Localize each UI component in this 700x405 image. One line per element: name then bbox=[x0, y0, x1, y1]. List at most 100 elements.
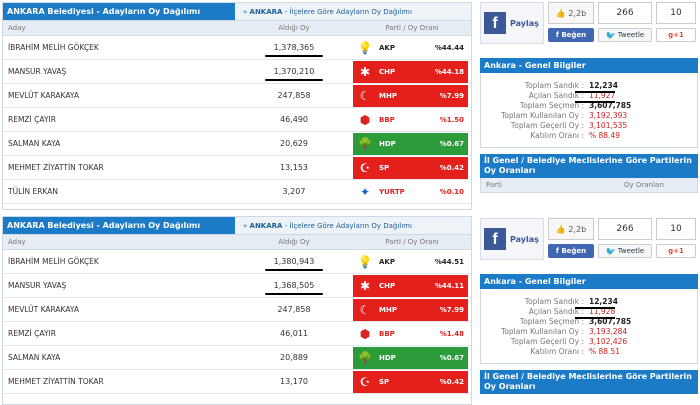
party-name: YURTP bbox=[379, 187, 405, 196]
results-panel-2: ANKARA Belediyesi - Adayların Oy Dağılım… bbox=[2, 216, 472, 405]
table-row: İBRAHİM MELİH GÖKÇEK 1,380,943 💡 AKP %44.51 bbox=[3, 250, 471, 274]
party-badge: ✱ CHP %44.11 bbox=[353, 274, 468, 297]
candidate-name: MEHMET ZİYATTİN TOKAR bbox=[8, 377, 104, 386]
tab-arrow: » bbox=[243, 222, 248, 230]
candidate-name: MANSUR YAVAŞ bbox=[8, 281, 67, 290]
info-list: Toplam Sandık : 12,234 Açılan Sandık : 11,9… bbox=[480, 73, 698, 148]
party-badge: ⬢ BBP %1.50 bbox=[353, 108, 468, 131]
info-row: Açılan Sandık : 11,927 bbox=[481, 91, 697, 101]
table-row: TÜLİN ERKAN 3,207 ✦ YURTP %0.10 bbox=[3, 180, 471, 204]
vote-count-value: 20,629 bbox=[280, 138, 308, 148]
info-value: 12,234 bbox=[587, 81, 697, 91]
tweet-label: Tweetle bbox=[617, 247, 645, 255]
tab-candidates[interactable]: ANKARA Belediyesi - Adayların Oy Dağılım… bbox=[3, 3, 235, 20]
gplus-button[interactable]: g +1 bbox=[656, 28, 696, 42]
crescent-star-icon: ☪ bbox=[359, 374, 371, 389]
facebook-share-button[interactable]: f Paylaş bbox=[480, 2, 544, 44]
info-value-text: % 88.51 bbox=[589, 347, 620, 356]
share-label: Paylaş bbox=[510, 234, 539, 244]
like-button[interactable]: f Beğen bbox=[548, 244, 594, 258]
party-cell: ✱ CHP %44.18 bbox=[353, 60, 468, 83]
table-row: SALMAN KAYA 20,629 🌳 HDP %0.67 bbox=[3, 132, 471, 156]
gplus-icon: g bbox=[668, 247, 674, 255]
party-percentage: %1.48 bbox=[439, 329, 464, 338]
info-value-text: 11,927 bbox=[589, 91, 616, 100]
candidate-name: MEHMET ZİYATTİN TOKAR bbox=[8, 163, 104, 172]
tree-icon: 🌳 bbox=[357, 350, 373, 365]
gplus-label: +1 bbox=[673, 247, 684, 255]
vote-count: 46,011 bbox=[235, 322, 353, 346]
annotation-underline bbox=[575, 101, 615, 103]
col-party: Parti / Oy Oranı bbox=[385, 238, 439, 246]
info-row: Toplam Geçerli Oy : 3,102,426 bbox=[481, 337, 697, 347]
info-row: Toplam Kullanılan Oy : 3,192,393 bbox=[481, 111, 697, 121]
table-row: MEHMET ZİYATTİN TOKAR 13,170 ☪ SP %0.42 bbox=[3, 370, 471, 394]
gplus-button[interactable]: g +1 bbox=[656, 244, 696, 258]
like-count-value: 2,2b bbox=[568, 224, 587, 234]
col-candidate: Aday bbox=[8, 238, 26, 246]
thumbs-up-icon: 👍 bbox=[555, 224, 566, 234]
info-value: 3,101,535 bbox=[587, 121, 697, 131]
party-name: MHP bbox=[379, 305, 397, 314]
party-cell: ☾ MHP %7.99 bbox=[353, 84, 468, 107]
share-label: Paylaş bbox=[510, 18, 539, 28]
annotation-underline bbox=[265, 268, 323, 271]
info-value: 11,927 bbox=[575, 91, 697, 101]
party-badge: 💡 AKP %44.51 bbox=[353, 250, 468, 273]
table-body: İBRAHİM MELİH GÖKÇEK 1,378,365 💡 AKP %44.44 M… bbox=[3, 36, 471, 204]
like-label: Beğen bbox=[561, 247, 587, 255]
table-row: REMZİ ÇAYIR 46,011 ⬢ BBP %1.48 bbox=[3, 322, 471, 346]
gplus-label: +1 bbox=[673, 31, 684, 39]
party-cell: ✦ YURTP %0.10 bbox=[353, 180, 468, 203]
info-row: Açılan Sandık : 11,928 bbox=[481, 307, 697, 317]
tweet-label: Tweetle bbox=[617, 31, 645, 39]
info-value-text: % 88.49 bbox=[589, 131, 620, 140]
party-cell: ☾ MHP %7.99 bbox=[353, 298, 468, 321]
info-label: Katılım Oranı : bbox=[530, 131, 584, 140]
info-row: Toplam Sandık : 12,234 bbox=[481, 81, 697, 91]
tweet-button[interactable]: 🐦 Tweetle bbox=[598, 28, 652, 42]
info-label: Toplam Geçerli Oy : bbox=[510, 121, 584, 130]
info-value-text: 3,101,535 bbox=[589, 121, 628, 130]
table-row: MANSUR YAVAŞ 1,368,505 ✱ CHP %44.11 bbox=[3, 274, 471, 298]
tab-districts[interactable]: » ANKARA - İlçelere Göre Adayların Oy Da… bbox=[235, 3, 471, 20]
vote-count: 247,858 bbox=[235, 298, 353, 322]
info-label: Açılan Sandık : bbox=[528, 307, 584, 316]
vote-count: 1,368,505 bbox=[235, 274, 353, 298]
party-name: HDP bbox=[379, 139, 396, 148]
vote-count: 20,629 bbox=[235, 132, 353, 156]
info-value-text: 12,234 bbox=[589, 81, 618, 90]
table-header: Aday Aldığı Oy Parti / Oy Oranı bbox=[3, 21, 471, 36]
tab-districts[interactable]: » ANKARA - İlçelere Göre Adayların Oy Da… bbox=[235, 217, 471, 234]
vote-count: 3,207 bbox=[235, 180, 353, 204]
tab-candidates[interactable]: ANKARA Belediyesi - Adayların Oy Dağılım… bbox=[3, 217, 235, 234]
vote-count-value: 13,153 bbox=[280, 162, 308, 172]
three-crescents-icon: ☾ bbox=[359, 88, 371, 103]
annotation-underline bbox=[575, 317, 615, 319]
facebook-share-button[interactable]: f Paylaş bbox=[480, 218, 544, 260]
candidate-name: TÜLİN ERKAN bbox=[8, 187, 58, 196]
info-label: Toplam Seçmen : bbox=[519, 317, 584, 326]
tweet-button[interactable]: 🐦 Tweetle bbox=[598, 244, 652, 258]
like-label: Beğen bbox=[561, 31, 587, 39]
facebook-small-icon: f bbox=[555, 247, 562, 255]
party-percentage: %1.50 bbox=[439, 115, 464, 124]
party-percentage: %0.67 bbox=[439, 139, 464, 148]
table-row: MANSUR YAVAŞ 1,370,210 ✱ CHP %44.18 bbox=[3, 60, 471, 84]
party-percentage: %0.42 bbox=[439, 163, 464, 172]
info-value: % 88.51 bbox=[587, 347, 697, 357]
results-panel-1: ANKARA Belediyesi - Adayların Oy Dağılım… bbox=[2, 2, 472, 210]
info-row: Katılım Oranı : % 88.49 bbox=[481, 131, 697, 141]
table-row: SALMAN KAYA 20,889 🌳 HDP %0.67 bbox=[3, 346, 471, 370]
vote-count-value: 1,378,365 bbox=[273, 42, 315, 52]
lightbulb-icon: 💡 bbox=[357, 254, 373, 269]
annotation-underline bbox=[265, 292, 323, 295]
party-badge: 💡 AKP %44.44 bbox=[353, 36, 468, 59]
party-cell: ✱ CHP %44.11 bbox=[353, 274, 468, 297]
like-button[interactable]: f Beğen bbox=[548, 28, 594, 42]
info-value: 11,928 bbox=[575, 307, 697, 317]
table-row: REMZİ ÇAYIR 46,490 ⬢ BBP %1.50 bbox=[3, 108, 471, 132]
party-cell: 🌳 HDP %0.67 bbox=[353, 132, 468, 155]
party-cell: ☪ SP %0.42 bbox=[353, 370, 468, 393]
thumbs-up-icon: 👍 bbox=[555, 8, 566, 18]
